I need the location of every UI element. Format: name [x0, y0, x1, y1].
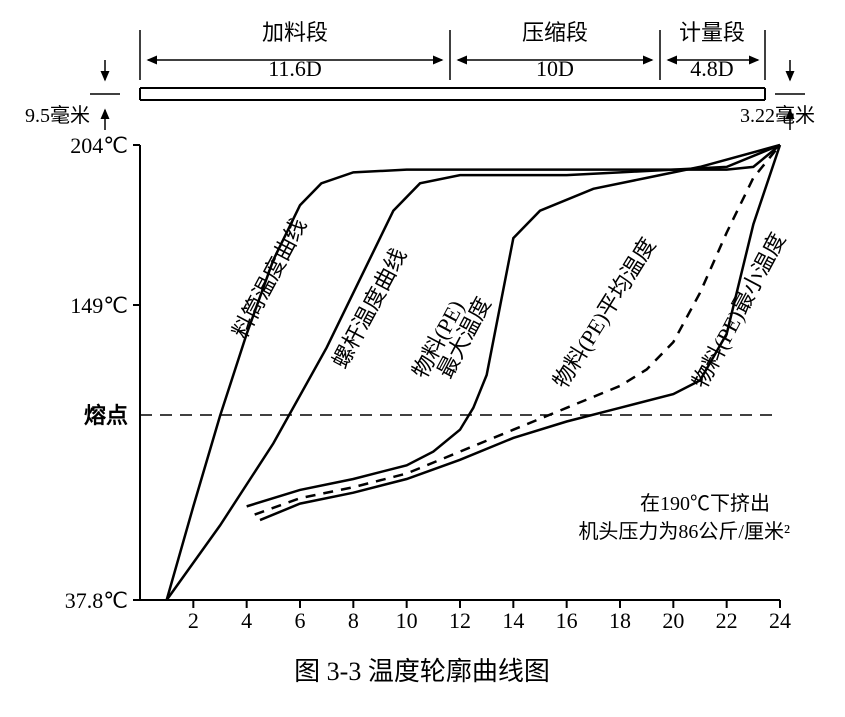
top-section-group: 加料段 11.6D 压缩段 10D 计量段 4.8D 9.5毫米 3.22毫米 [25, 20, 815, 130]
x-ticks-group: 24681012141618202224 [188, 600, 791, 633]
xtick-18: 18 [609, 608, 631, 633]
chart-container: 加料段 11.6D 压缩段 10D 计量段 4.8D 9.5毫米 3.22毫米 [20, 20, 825, 697]
figure-caption: 图 3-3 温度轮廓曲线图 [294, 657, 550, 686]
ytick-37: 37.8℃ [65, 588, 128, 613]
label-peavg: 物料(PE)平均温度 [548, 233, 661, 392]
label-screw: 螺杆温度曲线 [327, 244, 411, 372]
label-pemin: 物料(PE)最小温度 [687, 228, 790, 392]
annot-line1: 在190℃下挤出 [640, 492, 770, 515]
xtick-8: 8 [348, 608, 359, 633]
xtick-16: 16 [556, 608, 578, 633]
xtick-14: 14 [502, 608, 524, 633]
xtick-2: 2 [188, 608, 199, 633]
left-dim: 9.5毫米 [25, 104, 90, 127]
xtick-20: 20 [662, 608, 684, 633]
annot-line2: 机头压力为86公斤/厘米² [578, 520, 790, 543]
ytick-204: 204℃ [70, 133, 128, 158]
xtick-4: 4 [241, 608, 252, 633]
melting-label: 熔点 [84, 403, 128, 428]
seg2-top: 压缩段 [522, 20, 588, 45]
xtick-10: 10 [396, 608, 418, 633]
right-dim: 3.22毫米 [740, 104, 815, 127]
chart-svg: 加料段 11.6D 压缩段 10D 计量段 4.8D 9.5毫米 3.22毫米 [20, 20, 825, 697]
curve-labels: 料筒温度曲线 螺杆温度曲线 物料(PE) 最大温度 物料(PE)平均温度 物料(… [227, 214, 790, 393]
label-barrel: 料筒温度曲线 [227, 214, 311, 342]
seg1-bot: 11.6D [268, 56, 322, 81]
xtick-22: 22 [716, 608, 738, 633]
xtick-24: 24 [769, 608, 791, 633]
xtick-6: 6 [295, 608, 306, 633]
seg3-top: 计量段 [679, 20, 745, 45]
xtick-12: 12 [449, 608, 471, 633]
ytick-149: 149℃ [70, 293, 128, 318]
seg3-bot: 4.8D [690, 56, 733, 81]
seg2-bot: 10D [536, 56, 574, 81]
seg1-top: 加料段 [262, 20, 328, 45]
